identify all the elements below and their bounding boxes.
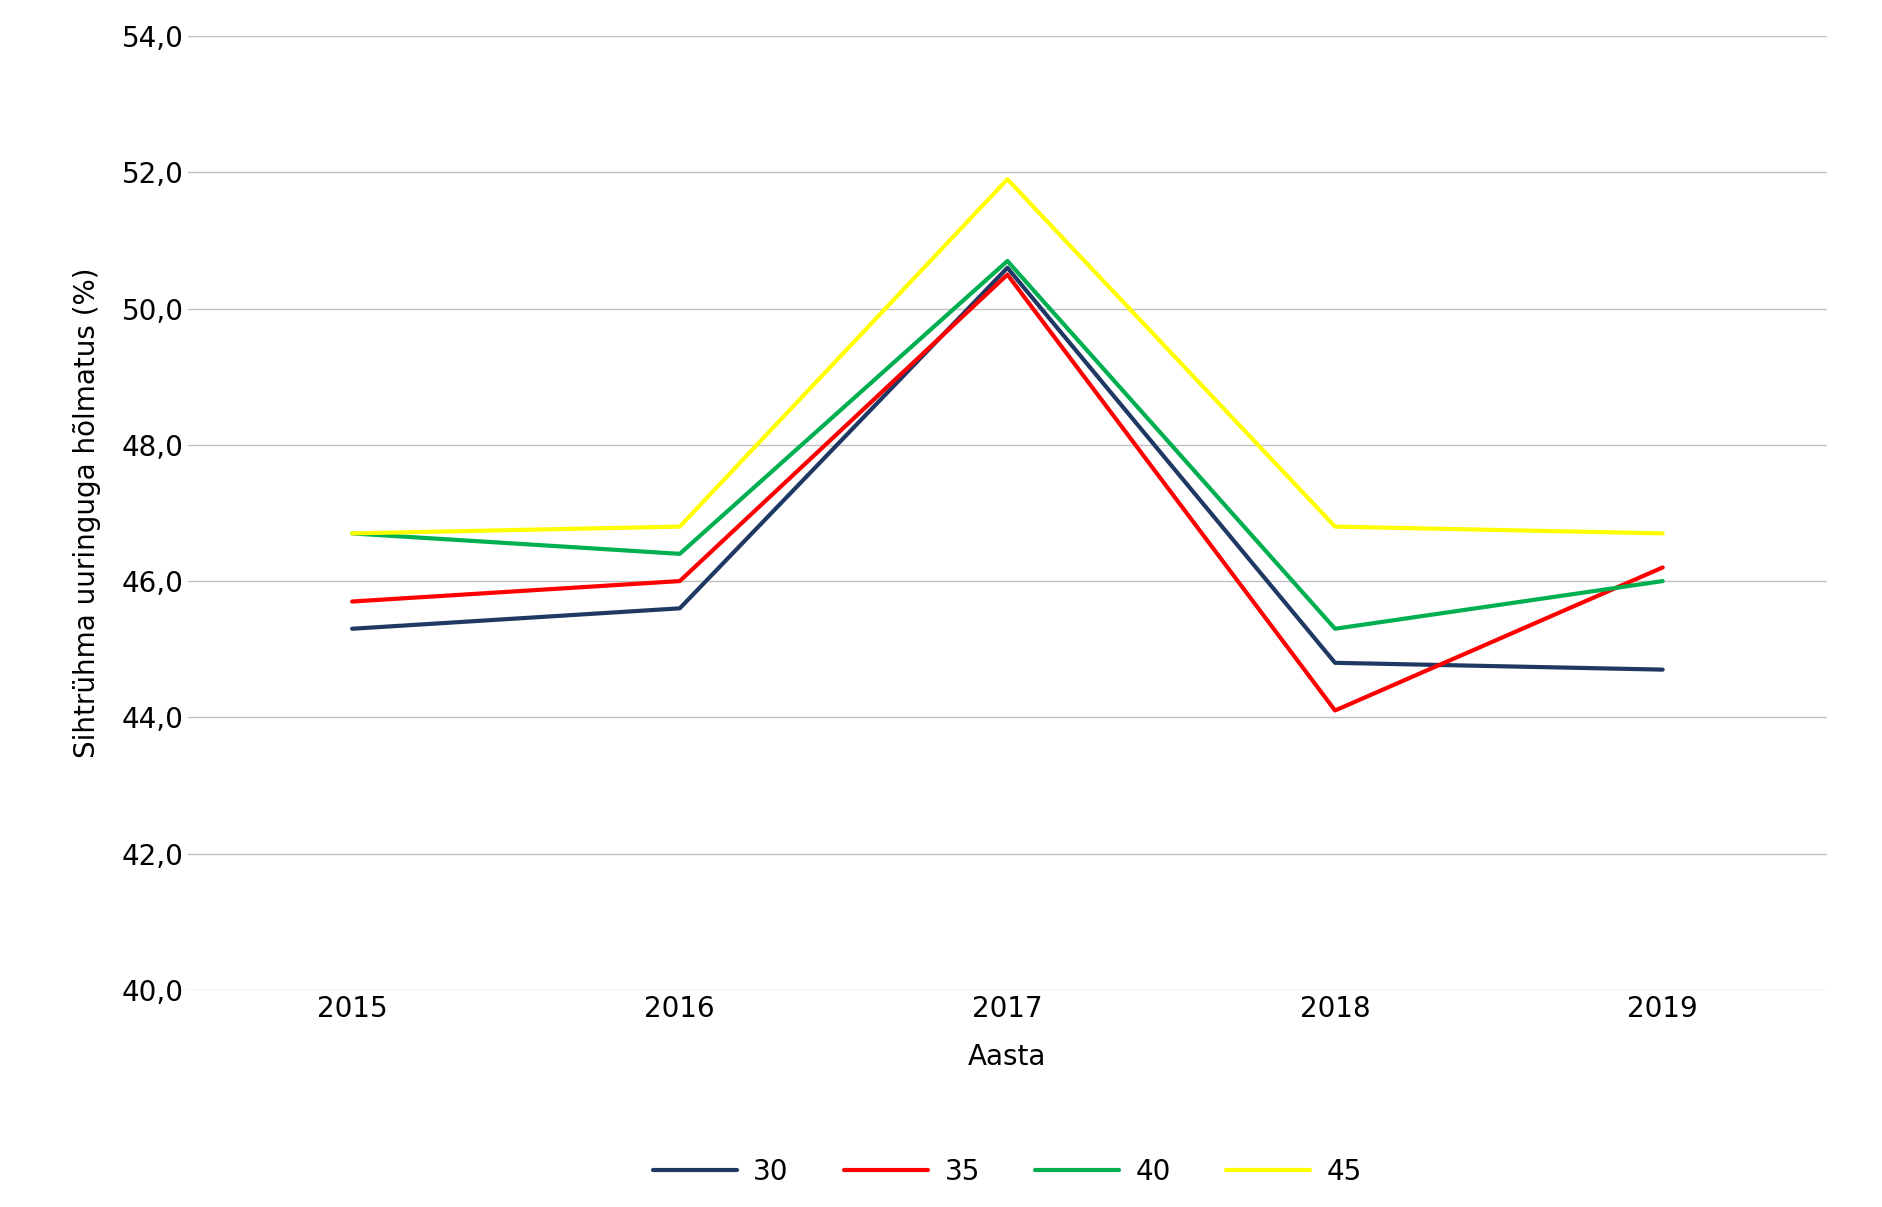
45 <box>1651 526 1673 541</box>
35 <box>1323 704 1346 718</box>
30 <box>341 622 363 636</box>
35 <box>341 594 363 608</box>
40 <box>1323 622 1346 636</box>
30 <box>1323 655 1346 670</box>
Line: 30: 30 <box>352 268 1662 670</box>
40 <box>668 547 691 561</box>
30 <box>1651 663 1673 677</box>
Line: 35: 35 <box>352 275 1662 711</box>
Line: 40: 40 <box>352 261 1662 629</box>
35 <box>996 268 1018 282</box>
45 <box>996 173 1018 187</box>
35 <box>1651 560 1673 575</box>
40 <box>996 253 1018 268</box>
30 <box>996 261 1018 275</box>
45 <box>341 526 363 541</box>
Line: 45: 45 <box>352 180 1662 533</box>
Y-axis label: Sihtrühma uuringuga hõlmatus (%): Sihtrühma uuringuga hõlmatus (%) <box>73 268 100 758</box>
35 <box>668 573 691 588</box>
30 <box>668 601 691 616</box>
40 <box>341 526 363 541</box>
45 <box>1323 519 1346 533</box>
45 <box>668 519 691 533</box>
Legend: 30, 35, 40, 45: 30, 35, 40, 45 <box>642 1147 1372 1197</box>
40 <box>1651 573 1673 588</box>
X-axis label: Aasta: Aasta <box>967 1043 1046 1072</box>
